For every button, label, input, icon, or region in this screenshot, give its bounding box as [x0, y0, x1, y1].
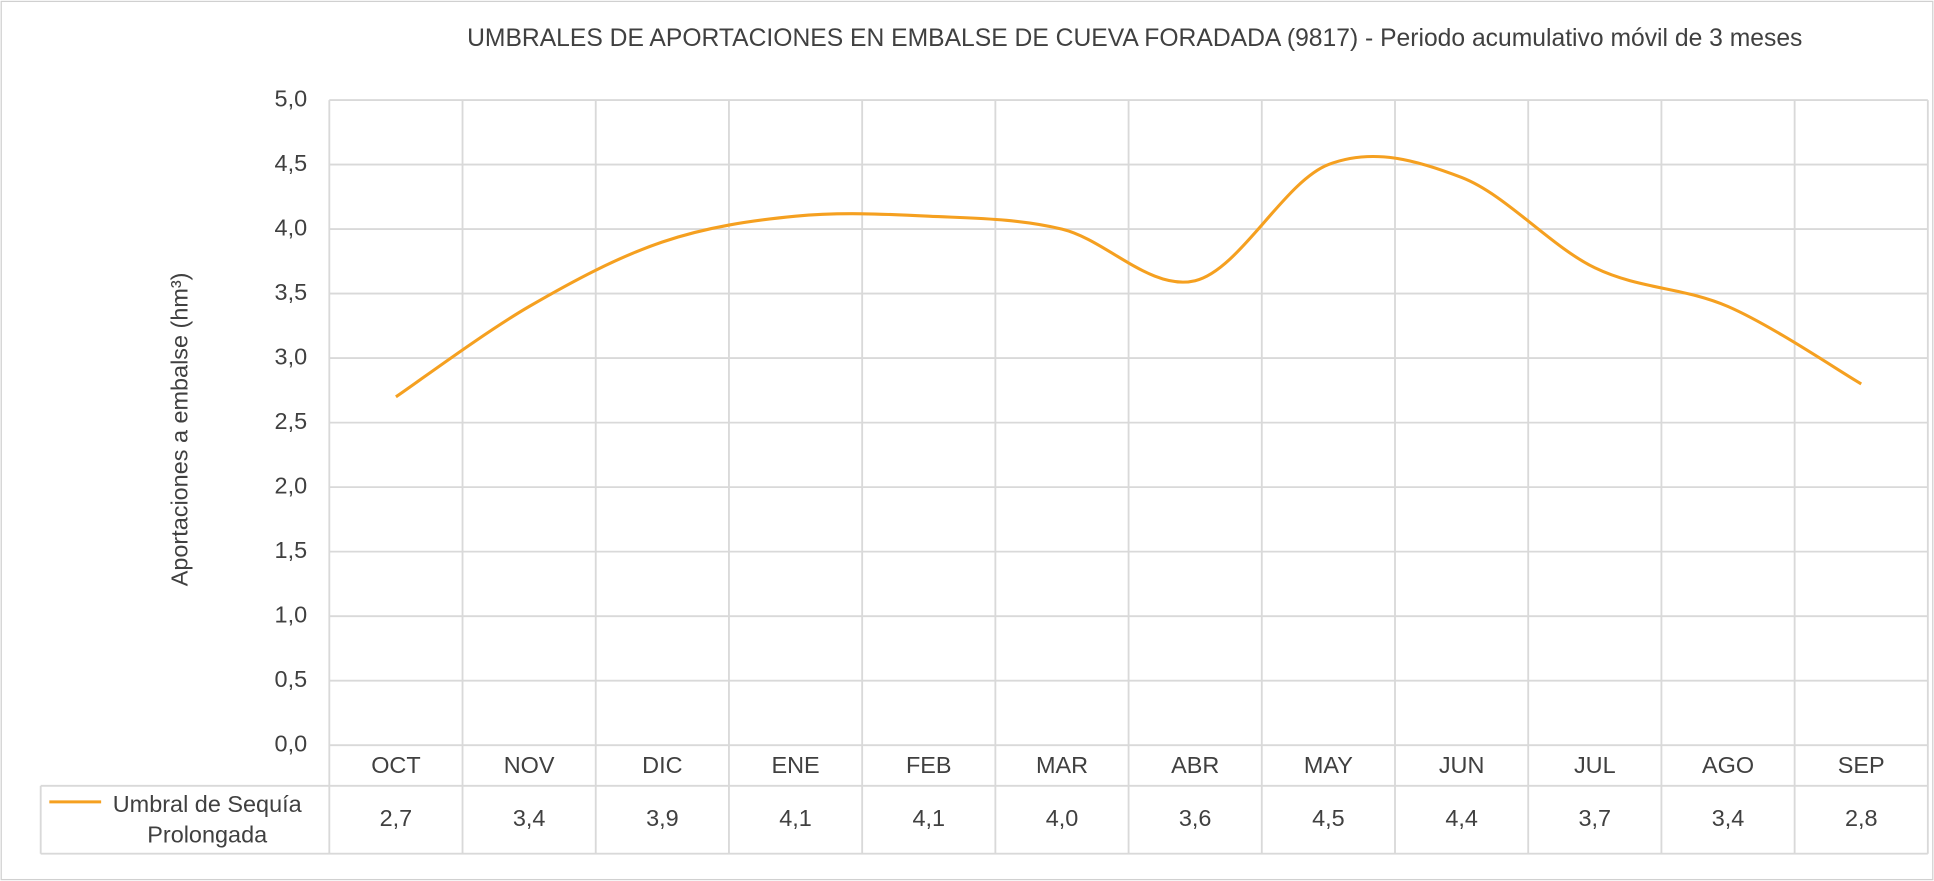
x-tick-label: ABR	[1171, 752, 1219, 778]
data-table-value: 4,1	[912, 805, 945, 831]
y-tick-label: 2,5	[275, 408, 308, 434]
legend-label: Umbral de Sequía Prolongada	[112, 792, 302, 849]
chart-title-box: UMBRALES DE APORTACIONES EN EMBALSE DE C…	[467, 24, 1803, 52]
x-tick-label: ENE	[771, 752, 819, 778]
y-tick-label: 2,0	[275, 472, 308, 498]
x-tick-label: MAR	[1036, 752, 1088, 778]
x-tick-label: AGO	[1702, 752, 1754, 778]
series-line	[395, 154, 1863, 399]
x-tick-label: FEB	[906, 752, 952, 778]
data-table-value: 3,4	[1712, 805, 1745, 831]
data-table-value: 4,0	[1046, 805, 1079, 831]
x-tick-label: MAY	[1304, 752, 1353, 778]
data-table-value: 3,4	[513, 805, 546, 831]
x-tick-label: DIC	[642, 752, 682, 778]
chart-title: UMBRALES DE APORTACIONES EN EMBALSE DE C…	[467, 24, 1803, 52]
y-tick-label: 3,5	[275, 279, 308, 305]
x-tick-label: JUL	[1574, 752, 1616, 778]
x-tick-label: JUN	[1439, 752, 1485, 778]
data-table-value: 2,7	[380, 805, 413, 831]
y-tick-label: 4,0	[275, 214, 308, 240]
x-tick-label: NOV	[504, 752, 555, 778]
y-tick-label: 3,0	[275, 343, 308, 369]
data-table-value: 4,4	[1445, 805, 1478, 831]
y-tick-label: 0,0	[275, 730, 308, 756]
data-table-value: 2,8	[1845, 805, 1878, 831]
data-table-value: 4,1	[779, 805, 812, 831]
data-table-value: 4,5	[1312, 805, 1345, 831]
data-table-value: 3,9	[646, 805, 679, 831]
y-tick-label: 4,5	[275, 150, 308, 176]
data-table-value: 3,6	[1179, 805, 1212, 831]
y-tick-label: 1,5	[275, 537, 308, 563]
y-axis-label: Aportaciones a embalse (hm³)	[167, 273, 193, 587]
y-tick-label: 1,0	[275, 601, 308, 627]
x-tick-label: OCT	[371, 752, 420, 778]
y-tick-label: 5,0	[275, 85, 308, 111]
x-tick-label: SEP	[1838, 752, 1885, 778]
data-table-value: 3,7	[1579, 805, 1612, 831]
y-tick-label: 0,5	[275, 666, 308, 692]
legend-label-box: Umbral de Sequía Prolongada	[112, 792, 302, 849]
